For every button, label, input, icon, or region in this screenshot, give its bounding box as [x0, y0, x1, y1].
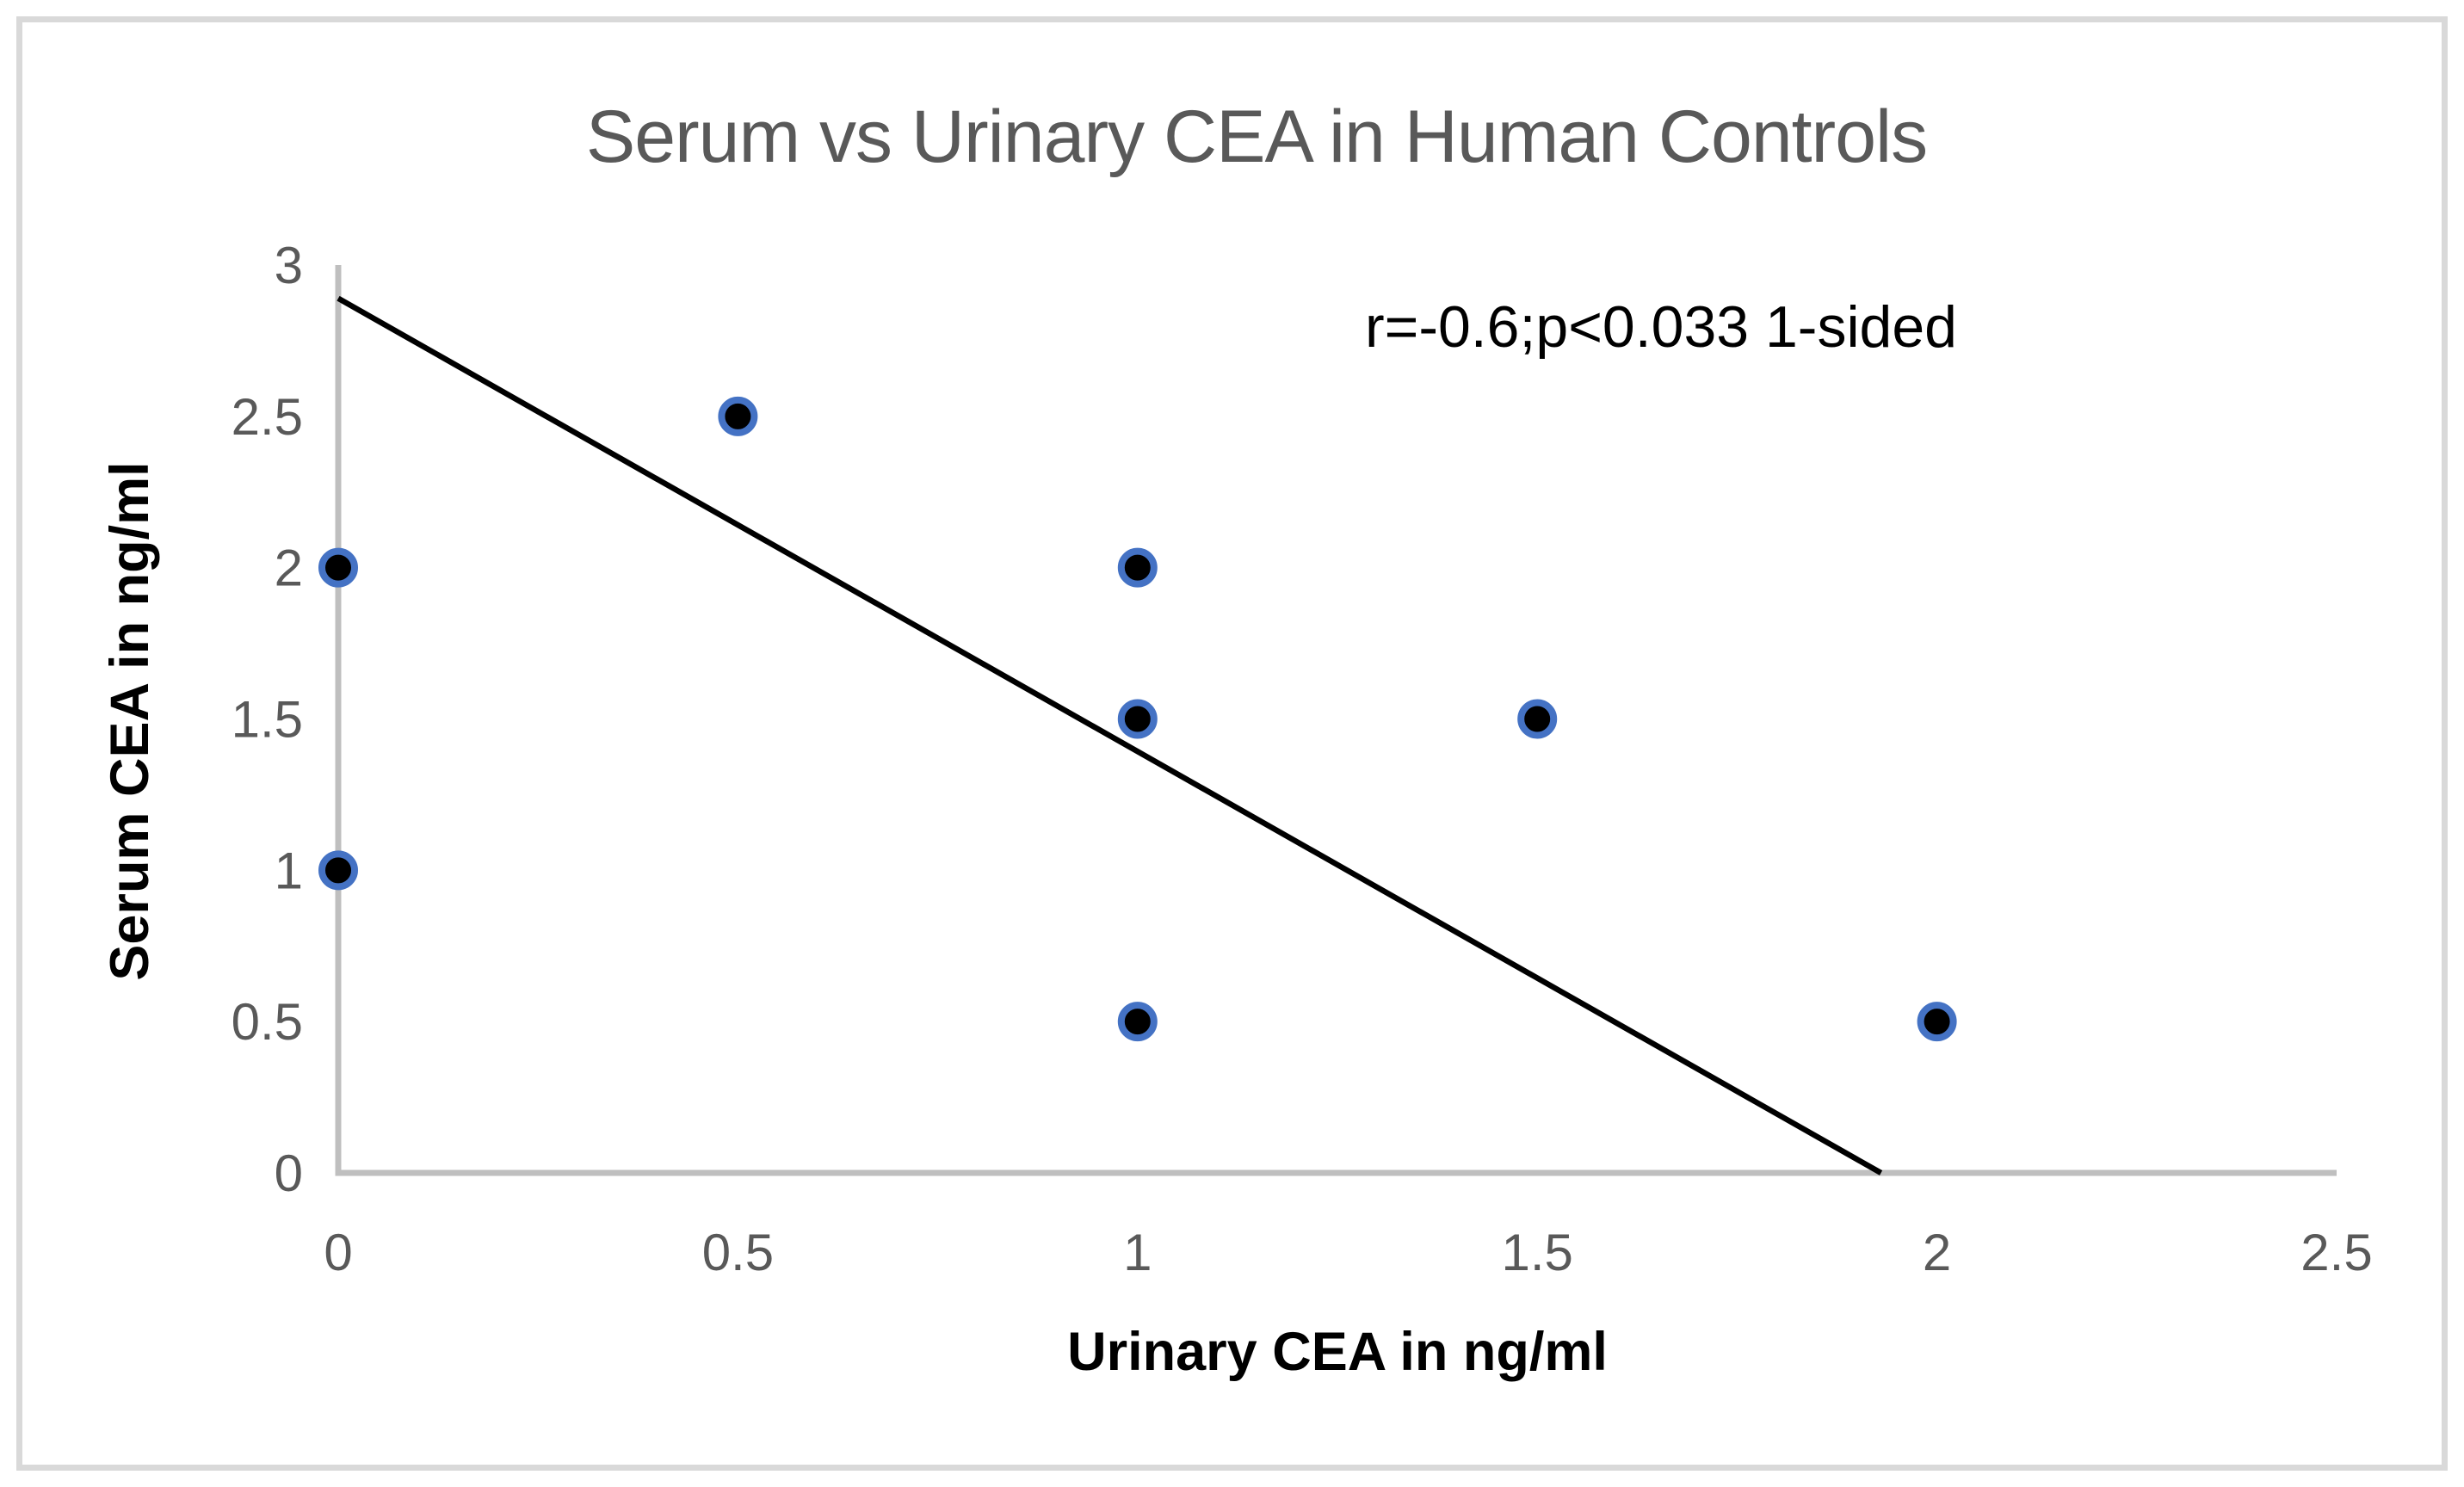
data-point [718, 396, 758, 436]
data-point [1117, 547, 1158, 588]
y-tick-label: 0.5 [232, 993, 303, 1051]
y-tick-label: 2 [275, 540, 303, 597]
data-point [1117, 699, 1158, 739]
chart-border [16, 16, 2448, 1471]
axes-layer [335, 265, 2337, 1176]
data-point [318, 850, 358, 891]
y-tick-label: 3 [275, 237, 303, 294]
chart-title: Serum vs Urinary CEA in Human Controls [586, 96, 1927, 178]
correlation-annotation: r=-0.6;p<0.033 1-sided [1365, 294, 1957, 360]
data-point [1117, 1002, 1158, 1042]
tick-labels-layer: 0 0.5 1 1.5 2 2.5 0 0.5 1 1.5 2 2.5 3 [232, 237, 2373, 1281]
trendline [337, 295, 1883, 1175]
y-axis-title: Serum CEA in ng/ml [100, 461, 160, 980]
y-tick-label: 1 [275, 842, 303, 899]
x-tick-label: 1.5 [1501, 1224, 1572, 1281]
x-tick-label: 0.5 [702, 1224, 774, 1281]
data-points-layer [318, 396, 1957, 1042]
x-tick-label: 2.5 [2300, 1224, 2372, 1281]
data-point [1517, 699, 1558, 739]
x-tick-label: 1 [1123, 1224, 1152, 1281]
y-tick-label: 2.5 [232, 388, 303, 446]
x-tick-label: 2 [1923, 1224, 1951, 1281]
trendline-layer [337, 295, 1883, 1175]
data-point [318, 547, 358, 588]
x-axis-title: Urinary CEA in ng/ml [1067, 1322, 1608, 1382]
data-point [1917, 1002, 1957, 1042]
y-tick-label: 0 [275, 1145, 303, 1202]
y-tick-label: 1.5 [232, 691, 303, 749]
x-tick-label: 0 [324, 1224, 352, 1281]
